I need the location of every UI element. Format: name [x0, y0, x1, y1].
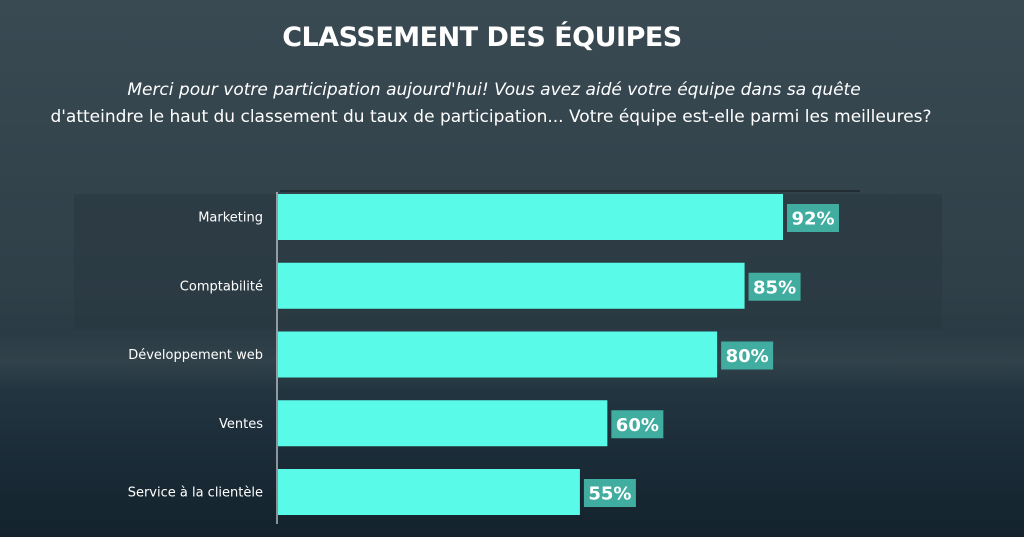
bar-ventes [278, 400, 608, 447]
subtitle-line-1: Merci pour votre participation aujourd'h… [127, 80, 861, 100]
bar-marketing [278, 194, 783, 240]
category-label-marketing: Marketing [198, 211, 263, 226]
value-label-developpement-web: 80% [726, 346, 769, 367]
category-label-ventes: Ventes [219, 417, 263, 432]
bar-developpement-web [278, 331, 718, 378]
value-label-box-ventes [611, 410, 664, 439]
value-label-comptabilite: 85% [753, 277, 796, 298]
category-label-service-a-la-clientele: Service à la clientèle [128, 486, 263, 501]
value-label-marketing: 92% [791, 209, 834, 230]
background-panel-line [280, 190, 860, 192]
value-label-ventes: 60% [616, 415, 659, 436]
value-label-service-a-la-clientele: 55% [588, 484, 631, 505]
bar-service-a-la-clientele [278, 469, 580, 515]
value-label-box-service-a-la-clientele [583, 479, 636, 507]
category-label-comptabilite: Comptabilité [180, 279, 263, 294]
page-title: CLASSEMENT DES ÉQUIPES [282, 22, 682, 53]
value-label-box-marketing [787, 204, 839, 232]
subtitle-line-2: d'atteindre le haut du classement du tau… [50, 107, 932, 127]
value-label-box-developpement-web [721, 341, 774, 370]
value-label-box-comptabilite [748, 272, 801, 301]
category-label-developpement-web: Développement web [128, 348, 263, 363]
bar-comptabilite [278, 262, 745, 309]
